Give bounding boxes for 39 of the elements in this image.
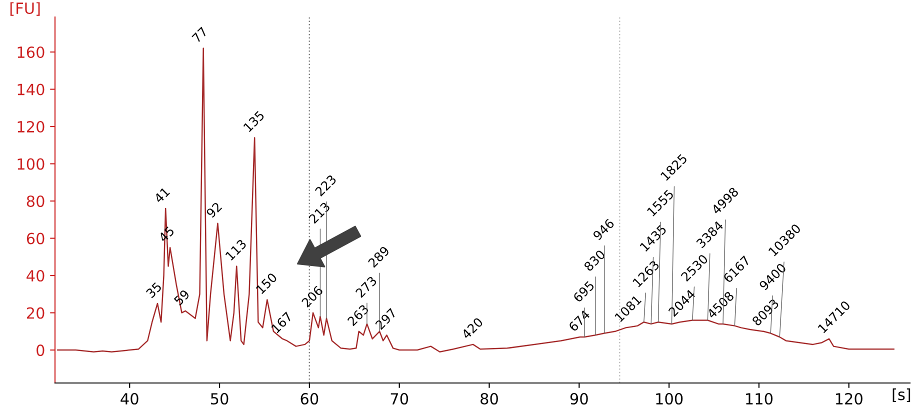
y-axis-title: [FU]	[10, 2, 40, 16]
annotation: 946	[592, 218, 615, 241]
x-tick-label: 80	[480, 392, 498, 405]
annotation: 35	[146, 282, 162, 298]
y-tick-label: 100	[18, 158, 44, 170]
x-tick-label: 90	[570, 392, 588, 405]
y-tick-label: 140	[18, 84, 44, 96]
x-tick-label: 120	[836, 392, 862, 405]
annotation: 223	[314, 174, 337, 197]
x-axis-title: [s]	[892, 388, 910, 402]
y-tick-label: 40	[26, 270, 44, 282]
annotation: 45	[158, 226, 175, 243]
annotation: 830	[583, 249, 606, 272]
annotation: 695	[572, 280, 595, 303]
x-tick-label: 70	[390, 392, 408, 405]
annotation: 263	[346, 304, 370, 326]
annotation: 289	[368, 246, 390, 268]
annotation: 92	[206, 202, 222, 218]
annotation: 77	[192, 26, 208, 43]
y-tick-label: 0	[36, 344, 44, 356]
x-tick-label: 40	[120, 392, 138, 405]
y-tick-label: 160	[18, 46, 44, 58]
annotation: 273	[355, 276, 378, 298]
y-tick-label: 120	[18, 120, 44, 133]
annotation: 150	[256, 272, 278, 294]
line-series	[57, 48, 894, 353]
x-tick-label: 100	[656, 392, 683, 405]
y-tick-label: 20	[26, 307, 44, 319]
annotation: 59	[173, 289, 190, 306]
annotation: 113	[225, 238, 247, 261]
y-tick-label: 60	[26, 232, 44, 244]
x-tick-label: 50	[210, 392, 228, 405]
annotation: 41	[154, 186, 170, 204]
x-tick-label: 60	[300, 392, 318, 405]
annotation: 420	[460, 316, 484, 340]
y-tick-label: 80	[26, 195, 44, 208]
annotation: 135	[242, 110, 265, 132]
x-tick-label: 110	[746, 392, 773, 405]
annotation: 674	[568, 309, 591, 332]
